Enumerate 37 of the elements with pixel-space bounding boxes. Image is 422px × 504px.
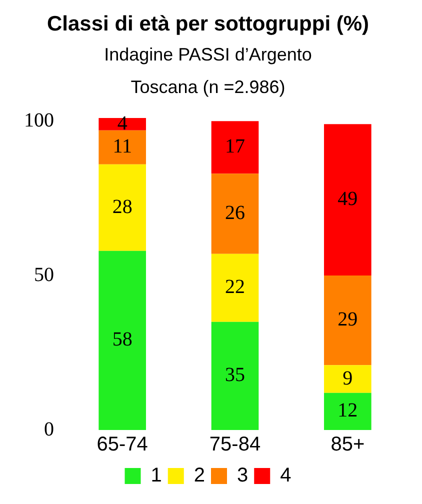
- bar: [98, 250, 146, 430]
- data-label: 22: [225, 276, 245, 298]
- x-tick-label: 75-84: [209, 434, 261, 456]
- y-tick-label: 50: [34, 264, 54, 286]
- data-label: 28: [112, 196, 132, 218]
- bar: [98, 118, 146, 130]
- bar: [211, 174, 259, 254]
- y-tick-label: 100: [24, 109, 54, 132]
- data-label: 49: [338, 188, 358, 210]
- legend-label: 2: [194, 464, 205, 487]
- legend-label: 3: [237, 464, 248, 487]
- y-tick-label: 0: [44, 418, 54, 440]
- data-label: 29: [338, 308, 358, 331]
- data-label: 58: [112, 328, 132, 351]
- bar: [211, 322, 259, 430]
- bar: [324, 392, 372, 430]
- bar: [98, 130, 146, 164]
- bar: [324, 276, 372, 366]
- data-label: 26: [225, 202, 245, 224]
- text: Toscana (n =2.986): [130, 76, 286, 97]
- bar: [324, 365, 372, 393]
- data-label: 4: [117, 112, 128, 134]
- data-label: 12: [338, 400, 358, 422]
- bar: [98, 164, 146, 251]
- chart-title: Classi di età per sottogruppi (%): [46, 12, 370, 36]
- x-tick-label: 65-74: [96, 434, 148, 456]
- legend-label: 1: [150, 464, 162, 487]
- x-tick-label: 85+: [330, 434, 365, 456]
- chart-subtitle: Indagine PASSI d’Argento: [104, 44, 312, 64]
- data-label: 9: [342, 367, 353, 390]
- bar: [211, 254, 259, 322]
- data-label: 35: [225, 364, 245, 386]
- data-label: 11: [112, 136, 132, 158]
- legend-label: 4: [280, 464, 292, 487]
- data-label: 17: [225, 136, 245, 158]
- bar: [324, 124, 372, 276]
- bar: [211, 121, 259, 174]
